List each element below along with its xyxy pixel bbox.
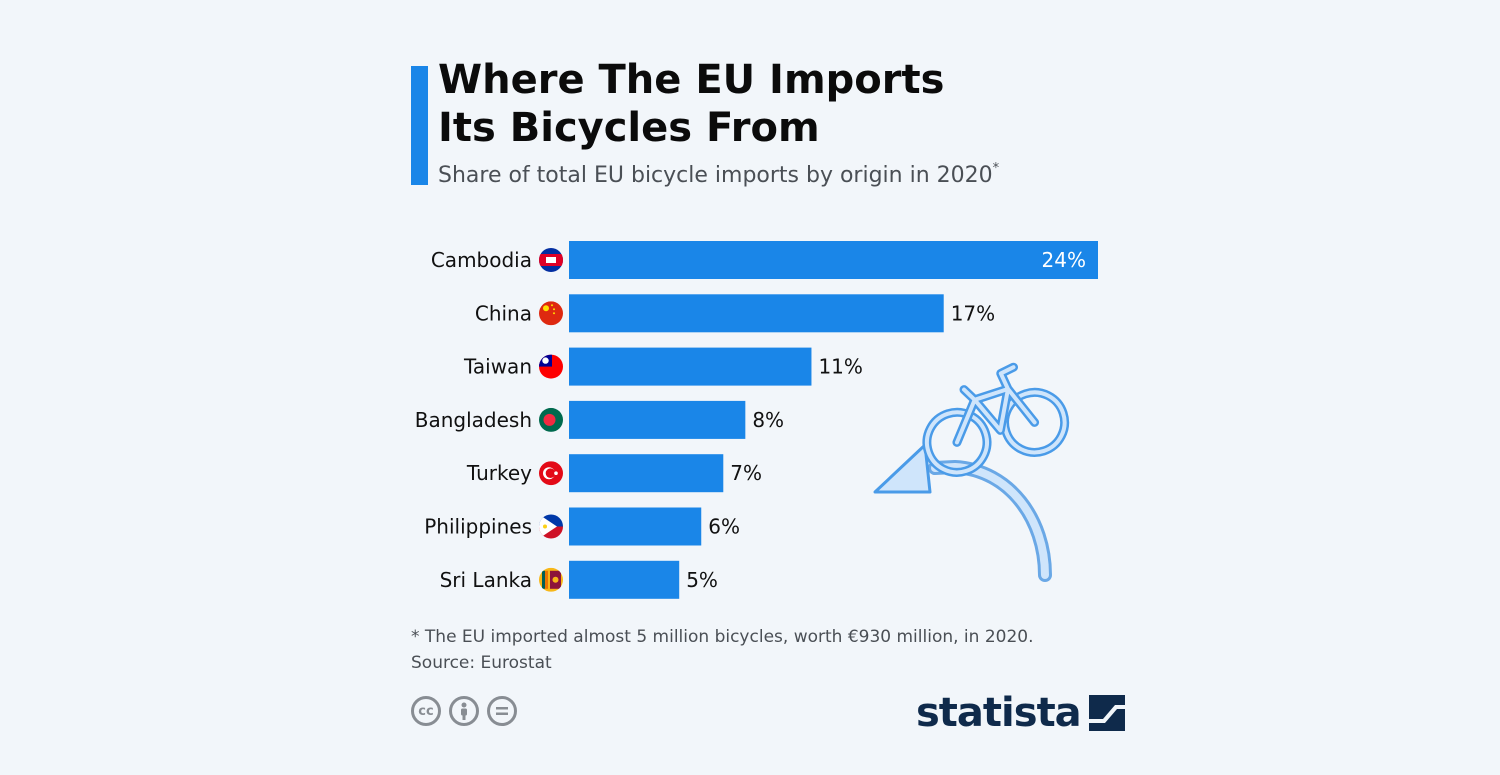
bar-chart: Cambodia 24% China 17% Taiwan 11% Bangladesh 8%… <box>415 241 1098 599</box>
bar <box>569 294 944 333</box>
value-label: 6% <box>708 515 740 539</box>
bar <box>569 454 724 493</box>
bar <box>569 241 1098 279</box>
category-label: Turkey <box>466 461 532 485</box>
value-label: 7% <box>730 461 762 485</box>
value-label: 5% <box>686 568 718 592</box>
statista-logo-icon <box>1088 695 1125 731</box>
philippines-flag-icon <box>539 514 563 539</box>
attribution-icon[interactable] <box>449 696 479 726</box>
bar <box>569 400 746 439</box>
bar-group: Sri Lanka 5% <box>440 560 718 599</box>
category-label: Sri Lanka <box>440 568 532 592</box>
bar <box>569 560 680 599</box>
statista-wordmark: statista <box>916 690 1082 736</box>
bicycle-icon <box>922 362 1070 477</box>
statista-logo[interactable]: statista <box>916 690 1125 736</box>
footnote-source: Source: Eurostat <box>411 653 552 673</box>
license-icons: cc <box>411 696 517 726</box>
bar-group: Philippines 6% <box>424 507 740 546</box>
bar <box>569 347 812 386</box>
page-title: Where The EU Imports Its Bicycles From <box>438 56 1058 152</box>
category-label: Bangladesh <box>415 408 532 432</box>
turkey-flag-icon <box>539 461 563 486</box>
chart-subtitle: Share of total EU bicycle imports by ori… <box>438 161 1000 188</box>
taiwan-flag-icon <box>539 354 563 379</box>
value-label: 17% <box>951 301 995 325</box>
bar-group: Taiwan 11% <box>463 347 863 386</box>
footnote-note: * The EU imported almost 5 million bicyc… <box>411 627 1034 647</box>
bar-group: Cambodia 24% <box>431 241 1098 279</box>
cambodia-flag-icon <box>539 248 563 272</box>
bar <box>569 507 702 546</box>
subtitle-marker: * <box>992 161 1000 176</box>
bar-group: Turkey 7% <box>466 454 762 493</box>
bangladesh-flag-icon <box>539 407 563 432</box>
no-derivatives-icon[interactable] <box>487 696 517 726</box>
bicycle-arrow-head <box>873 443 932 494</box>
sri-lanka-flag-icon <box>539 567 563 592</box>
subtitle-text: Share of total EU bicycle imports by ori… <box>438 163 993 188</box>
value-label: 11% <box>818 355 862 379</box>
bar-group: Bangladesh 8% <box>415 400 784 439</box>
title-accent-bar <box>411 66 428 185</box>
bar-group: China 17% <box>475 294 995 333</box>
bicycle-arrow-curve <box>928 460 1052 582</box>
cc-icon[interactable]: cc <box>411 696 441 726</box>
value-label: 8% <box>752 408 784 432</box>
category-label: Cambodia <box>431 248 532 272</box>
title-line-1: Where The EU Imports <box>438 57 945 103</box>
footnote-block: * The EU imported almost 5 million bicyc… <box>411 624 1034 676</box>
china-flag-icon <box>539 301 563 326</box>
category-label: Philippines <box>424 515 532 539</box>
bicycle-illustration <box>873 362 1070 582</box>
category-label: China <box>475 301 532 325</box>
bars-layer: Cambodia 24% China 17% Taiwan 11% Bangladesh 8%… <box>415 241 1098 599</box>
value-label: 24% <box>1042 248 1086 272</box>
category-label: Taiwan <box>463 355 532 379</box>
title-line-2: Its Bicycles From <box>438 105 820 151</box>
